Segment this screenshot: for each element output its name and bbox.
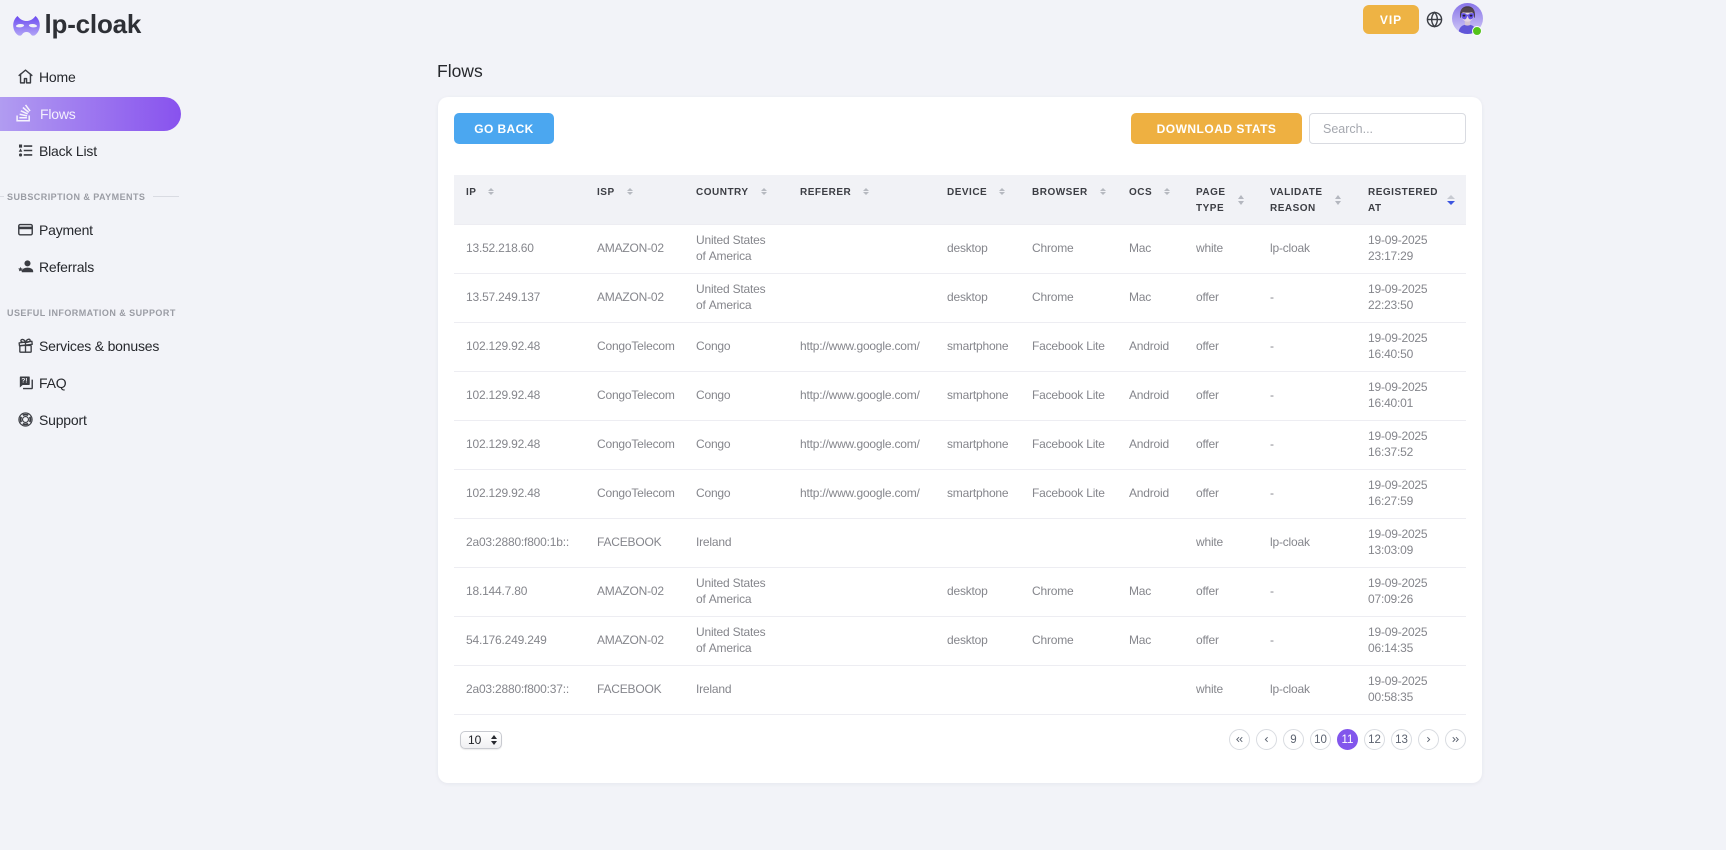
svg-text:?!: ?!	[21, 378, 27, 385]
